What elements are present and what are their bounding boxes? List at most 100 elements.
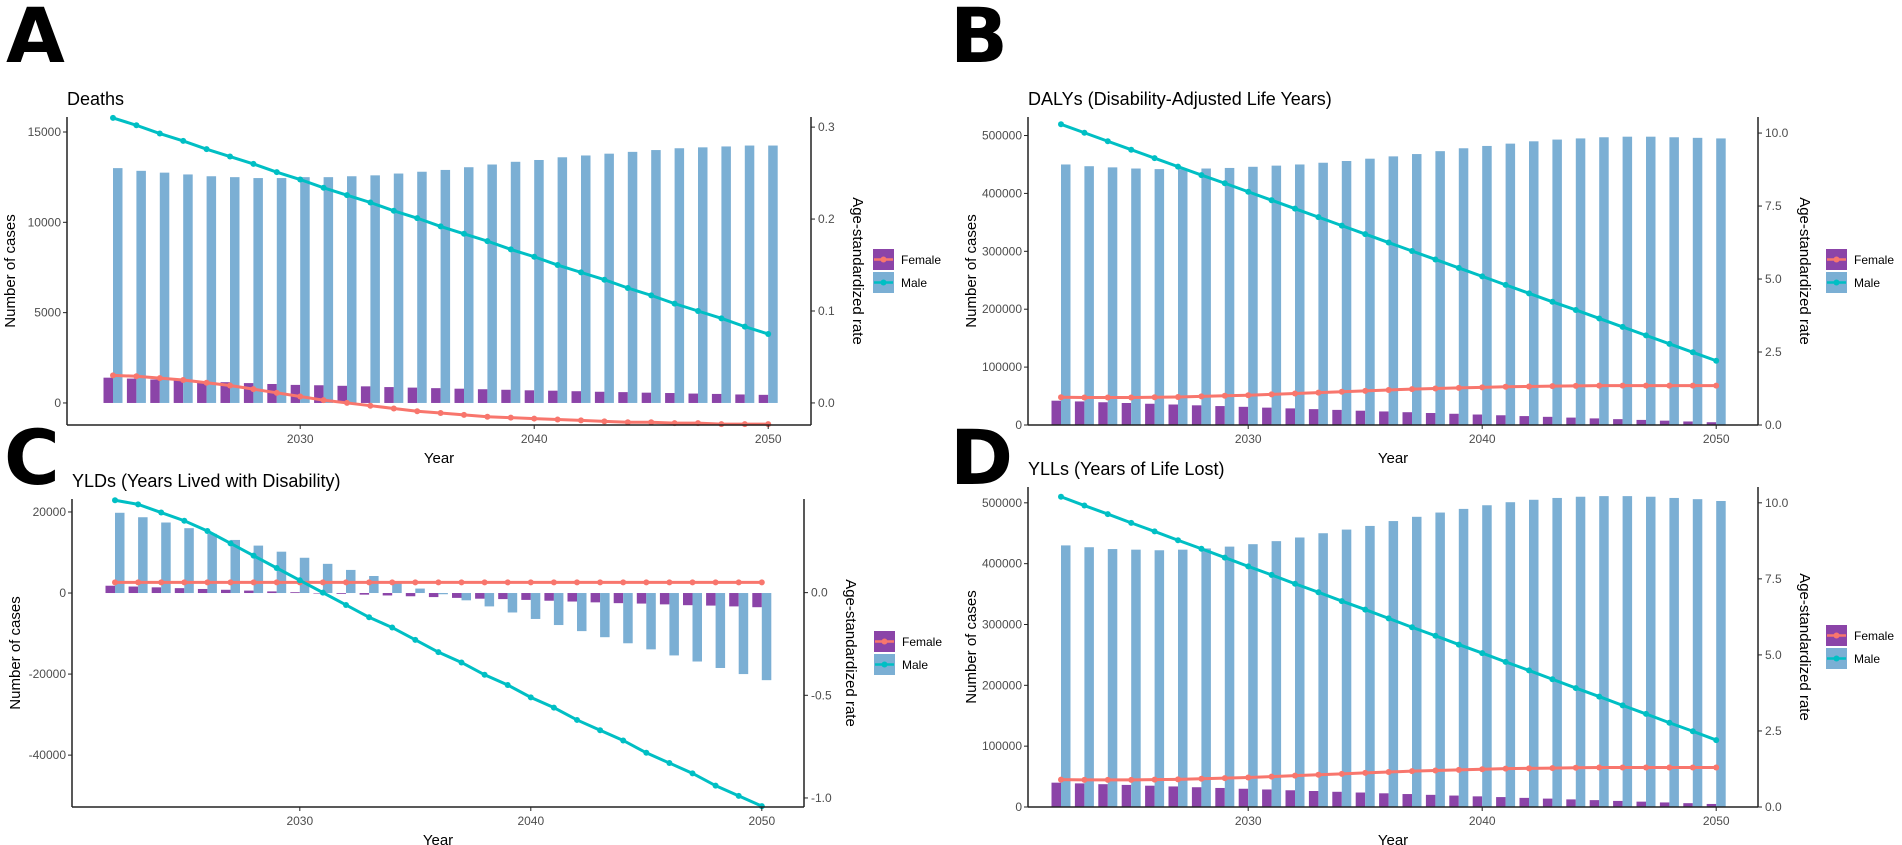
point-male-rate — [554, 262, 561, 269]
point-male-rate — [412, 636, 419, 643]
point-male-rate — [389, 624, 396, 631]
bar-female — [1074, 401, 1085, 425]
point-female-rate — [1479, 384, 1486, 391]
point-male-rate — [390, 207, 397, 214]
bar-male — [530, 593, 541, 619]
point-male-rate — [1151, 528, 1158, 535]
bar-female — [360, 386, 371, 403]
y-tick-label: 100000 — [982, 360, 1022, 374]
point-male-rate — [1689, 349, 1696, 356]
point-male-rate — [1409, 624, 1415, 631]
point-male-rate — [458, 659, 465, 666]
bar-male — [276, 551, 287, 594]
bar-male — [1388, 521, 1399, 807]
bar-male — [1131, 168, 1141, 426]
point-female-rate — [1292, 772, 1298, 779]
bar-male — [369, 576, 379, 594]
point-female-rate — [481, 579, 488, 586]
y2-tick-label: 10.0 — [1765, 496, 1789, 510]
point-male-rate — [319, 589, 326, 596]
point-female-rate — [1245, 774, 1252, 781]
legend-point-female — [1833, 256, 1840, 263]
point-male-rate — [1432, 256, 1439, 263]
point-male-rate — [550, 704, 557, 711]
bar-female — [452, 593, 462, 598]
y-axis-title: Number of cases — [963, 590, 980, 703]
bar-female — [706, 593, 716, 606]
point-female-rate — [578, 417, 584, 424]
point-female-rate — [1081, 394, 1088, 401]
point-male-rate — [133, 122, 140, 129]
bar-male — [1669, 137, 1679, 425]
bar-female — [1145, 785, 1155, 807]
bar-male — [1271, 541, 1282, 807]
bar-male — [1552, 139, 1562, 425]
point-female-rate — [437, 410, 444, 417]
point-female-rate — [735, 579, 742, 586]
legend-point-female — [881, 638, 888, 645]
point-male-rate — [461, 230, 467, 237]
point-male-rate — [1175, 163, 1181, 170]
point-female-rate — [1526, 383, 1532, 390]
point-female-rate — [1268, 773, 1275, 780]
point-female-rate — [1502, 765, 1509, 772]
point-female-rate — [1643, 764, 1649, 771]
point-male-rate — [689, 770, 696, 777]
legend-label-male: Male — [902, 658, 928, 672]
point-female-rate — [741, 421, 748, 428]
bar-female — [659, 593, 670, 605]
bar-female — [1636, 419, 1646, 425]
point-female-rate — [1198, 393, 1205, 400]
point-male-rate — [1713, 737, 1720, 744]
bar-female — [729, 593, 739, 607]
bar-female — [590, 593, 601, 603]
point-female-rate — [158, 579, 165, 586]
bar-male — [1599, 137, 1609, 425]
bar-female — [1355, 410, 1366, 425]
y2-tick-label: 7.5 — [1765, 199, 1782, 213]
bar-female — [1472, 796, 1483, 807]
point-male-rate — [1666, 340, 1673, 347]
bar-female — [405, 593, 416, 597]
point-female-rate — [390, 405, 397, 412]
point-male-rate — [1081, 502, 1088, 509]
point-female-rate — [133, 373, 140, 380]
point-male-rate — [1479, 650, 1486, 657]
legend-point-male — [1833, 279, 1840, 286]
point-male-rate — [112, 497, 118, 504]
y-tick-label: -40000 — [29, 748, 67, 762]
bar-male — [417, 171, 427, 403]
bar-male — [1341, 529, 1352, 807]
point-male-rate — [250, 160, 257, 167]
bar-male — [370, 175, 380, 403]
bar-female — [1051, 400, 1061, 425]
bar-female — [1379, 411, 1389, 425]
bar-female — [314, 385, 324, 403]
point-male-rate — [366, 614, 373, 621]
bar-female — [524, 390, 535, 403]
point-male-rate — [735, 792, 742, 799]
bar-female — [126, 378, 137, 403]
legend-label-male: Male — [1854, 276, 1880, 290]
point-female-rate — [1292, 390, 1298, 397]
point-female-rate — [1409, 386, 1415, 393]
bar-female — [150, 379, 160, 403]
point-female-rate — [367, 402, 374, 409]
bar-female — [641, 392, 652, 403]
panel-letter: A — [6, 0, 65, 80]
point-male-rate — [481, 671, 488, 678]
point-female-rate — [1689, 382, 1696, 389]
bar-female — [475, 593, 485, 599]
point-male-rate — [1058, 121, 1064, 128]
bar-female — [498, 593, 508, 600]
point-male-rate — [204, 528, 211, 535]
point-male-rate — [1198, 545, 1205, 552]
panel-letter: C — [4, 413, 60, 502]
y-tick-label: -20000 — [29, 667, 67, 681]
bar-male — [1435, 151, 1445, 425]
point-female-rate — [1221, 392, 1228, 399]
panel-title: YLDs (Years Lived with Disability) — [72, 471, 340, 491]
panel-title: DALYs (Disability-Adjusted Life Years) — [1028, 89, 1332, 109]
legend: Female Male — [873, 249, 941, 293]
